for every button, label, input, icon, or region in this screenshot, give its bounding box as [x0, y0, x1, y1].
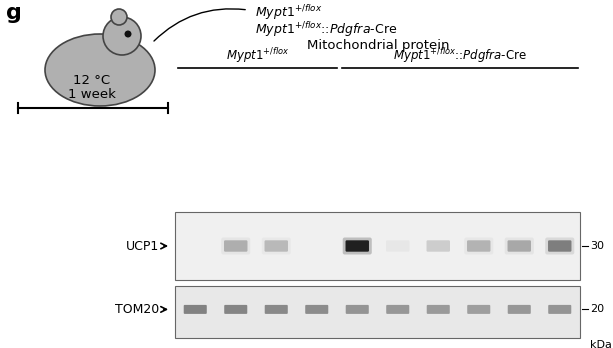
- FancyArrowPatch shape: [154, 9, 245, 41]
- FancyBboxPatch shape: [467, 240, 490, 252]
- FancyBboxPatch shape: [262, 237, 291, 254]
- Text: $\it{Mypt1}^{\it{+/flox}}$::$\it{Pdgfra}$-Cre: $\it{Mypt1}^{\it{+/flox}}$::$\it{Pdgfra}…: [255, 20, 397, 39]
- FancyBboxPatch shape: [346, 240, 369, 252]
- Text: $\it{Mypt1}^{\it{+/flox}}$: $\it{Mypt1}^{\it{+/flox}}$: [226, 46, 289, 65]
- Bar: [175, 286, 580, 338]
- Text: TOM20: TOM20: [115, 303, 159, 316]
- FancyBboxPatch shape: [548, 305, 571, 314]
- FancyBboxPatch shape: [545, 237, 574, 254]
- FancyBboxPatch shape: [224, 240, 248, 252]
- FancyBboxPatch shape: [508, 240, 531, 252]
- Text: kDa: kDa: [590, 340, 612, 348]
- FancyBboxPatch shape: [386, 240, 409, 252]
- Circle shape: [111, 9, 127, 25]
- FancyBboxPatch shape: [346, 305, 369, 314]
- Text: $\it{Mypt1}^{\it{+/flox}}$: $\it{Mypt1}^{\it{+/flox}}$: [255, 3, 322, 22]
- FancyBboxPatch shape: [548, 240, 571, 252]
- Text: 20: 20: [590, 304, 604, 314]
- Circle shape: [103, 17, 141, 55]
- FancyBboxPatch shape: [265, 240, 288, 252]
- FancyBboxPatch shape: [464, 237, 493, 254]
- FancyBboxPatch shape: [343, 237, 371, 254]
- FancyBboxPatch shape: [427, 305, 450, 314]
- Ellipse shape: [45, 34, 155, 106]
- Text: 12 °C: 12 °C: [74, 73, 110, 87]
- FancyBboxPatch shape: [184, 305, 207, 314]
- Text: 30: 30: [590, 241, 604, 251]
- FancyBboxPatch shape: [224, 305, 247, 314]
- Bar: [175, 212, 580, 280]
- Text: $\it{Mypt1}^{\it{+/flox}}$::$\it{Pdgfra}$-Cre: $\it{Mypt1}^{\it{+/flox}}$::$\it{Pdgfra}…: [393, 46, 527, 65]
- Text: 1 week: 1 week: [68, 87, 116, 101]
- FancyBboxPatch shape: [427, 240, 450, 252]
- Text: g: g: [6, 3, 22, 23]
- Text: Mitochondrial protein: Mitochondrial protein: [306, 39, 449, 52]
- FancyBboxPatch shape: [508, 305, 531, 314]
- FancyBboxPatch shape: [305, 305, 329, 314]
- FancyBboxPatch shape: [305, 240, 329, 252]
- Circle shape: [124, 31, 132, 38]
- FancyBboxPatch shape: [386, 305, 409, 314]
- FancyBboxPatch shape: [221, 237, 250, 254]
- FancyBboxPatch shape: [467, 305, 490, 314]
- FancyBboxPatch shape: [504, 237, 534, 254]
- FancyBboxPatch shape: [265, 305, 287, 314]
- Text: UCP1: UCP1: [126, 239, 159, 253]
